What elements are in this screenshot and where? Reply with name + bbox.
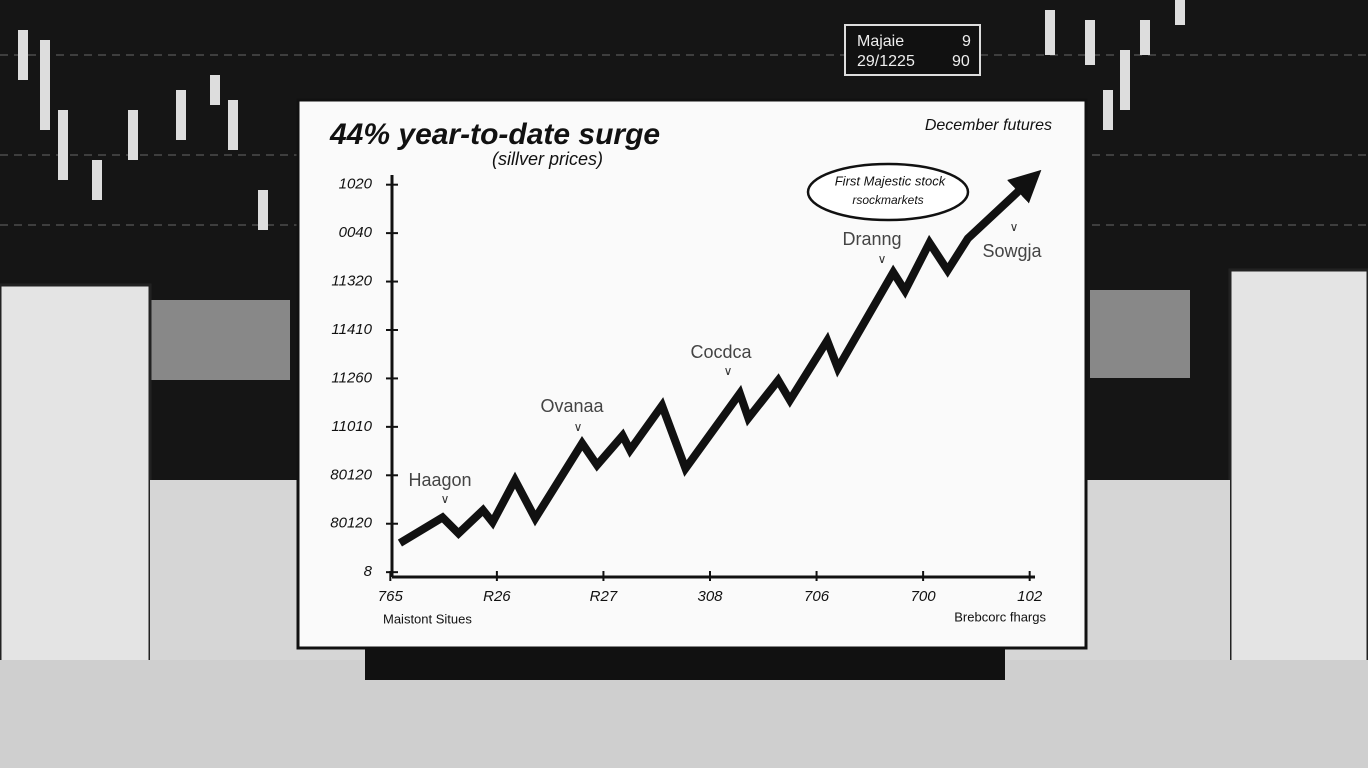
y-tick-label: 0040 (339, 224, 373, 241)
board (844, 24, 981, 76)
board-text: 90 (952, 53, 970, 70)
x-tick-label: 706 (804, 588, 830, 605)
price-line (397, 169, 1042, 547)
y-tick-label: 11260 (331, 369, 372, 386)
callout-text: rsockmarkets (852, 193, 923, 207)
callout-bubble (806, 162, 970, 222)
chart-panel (296, 98, 1088, 650)
bg-candles (18, 0, 1185, 230)
y-tick-label: 8 (364, 563, 373, 580)
x-tick-label: 308 (697, 588, 723, 605)
footer-right: Brebcorc fhargs (954, 609, 1046, 624)
annotation-arrow: ∨ (441, 492, 450, 506)
board-text: 29/1225 (857, 53, 915, 70)
annotation: Sowgja (982, 241, 1042, 261)
annotation-arrow: ∨ (574, 420, 583, 434)
y-tick-label: 1020 (339, 176, 373, 193)
x-tick-label: 765 (378, 588, 404, 605)
chart-note: December futures (925, 117, 1052, 134)
annotation: Haagon (408, 470, 471, 490)
annotation-arrow: ∨ (878, 252, 887, 266)
bg-volume (150, 290, 1190, 380)
annotation-arrow: ∨ (1010, 220, 1019, 234)
annotation: Ovanaa (540, 396, 604, 416)
x-tick-label: 700 (911, 588, 937, 605)
y-tick-label: 80120 (330, 515, 372, 532)
chart-subtitle: (sillver prices) (492, 149, 603, 169)
y-tick-label: 11010 (331, 418, 372, 435)
annotation: Cocdca (690, 342, 752, 362)
x-tick-label: 102 (1017, 588, 1043, 605)
annotation-arrow: ∨ (724, 364, 733, 378)
y-tick-label: 80120 (330, 466, 372, 483)
y-tick-label: 11410 (331, 321, 372, 338)
callout-text: First Majestic stock (835, 173, 947, 188)
footer-left: Maistont Situes (383, 611, 472, 626)
board-text: Majaie (857, 33, 904, 50)
annotation: Dranng (842, 229, 901, 249)
chart-title: 44% year-to-date surge (329, 118, 660, 151)
x-tick-label: R26 (483, 588, 511, 605)
x-tick-label: R27 (590, 588, 618, 605)
y-tick-label: 11320 (331, 273, 372, 290)
board-text: 9 (962, 33, 971, 50)
